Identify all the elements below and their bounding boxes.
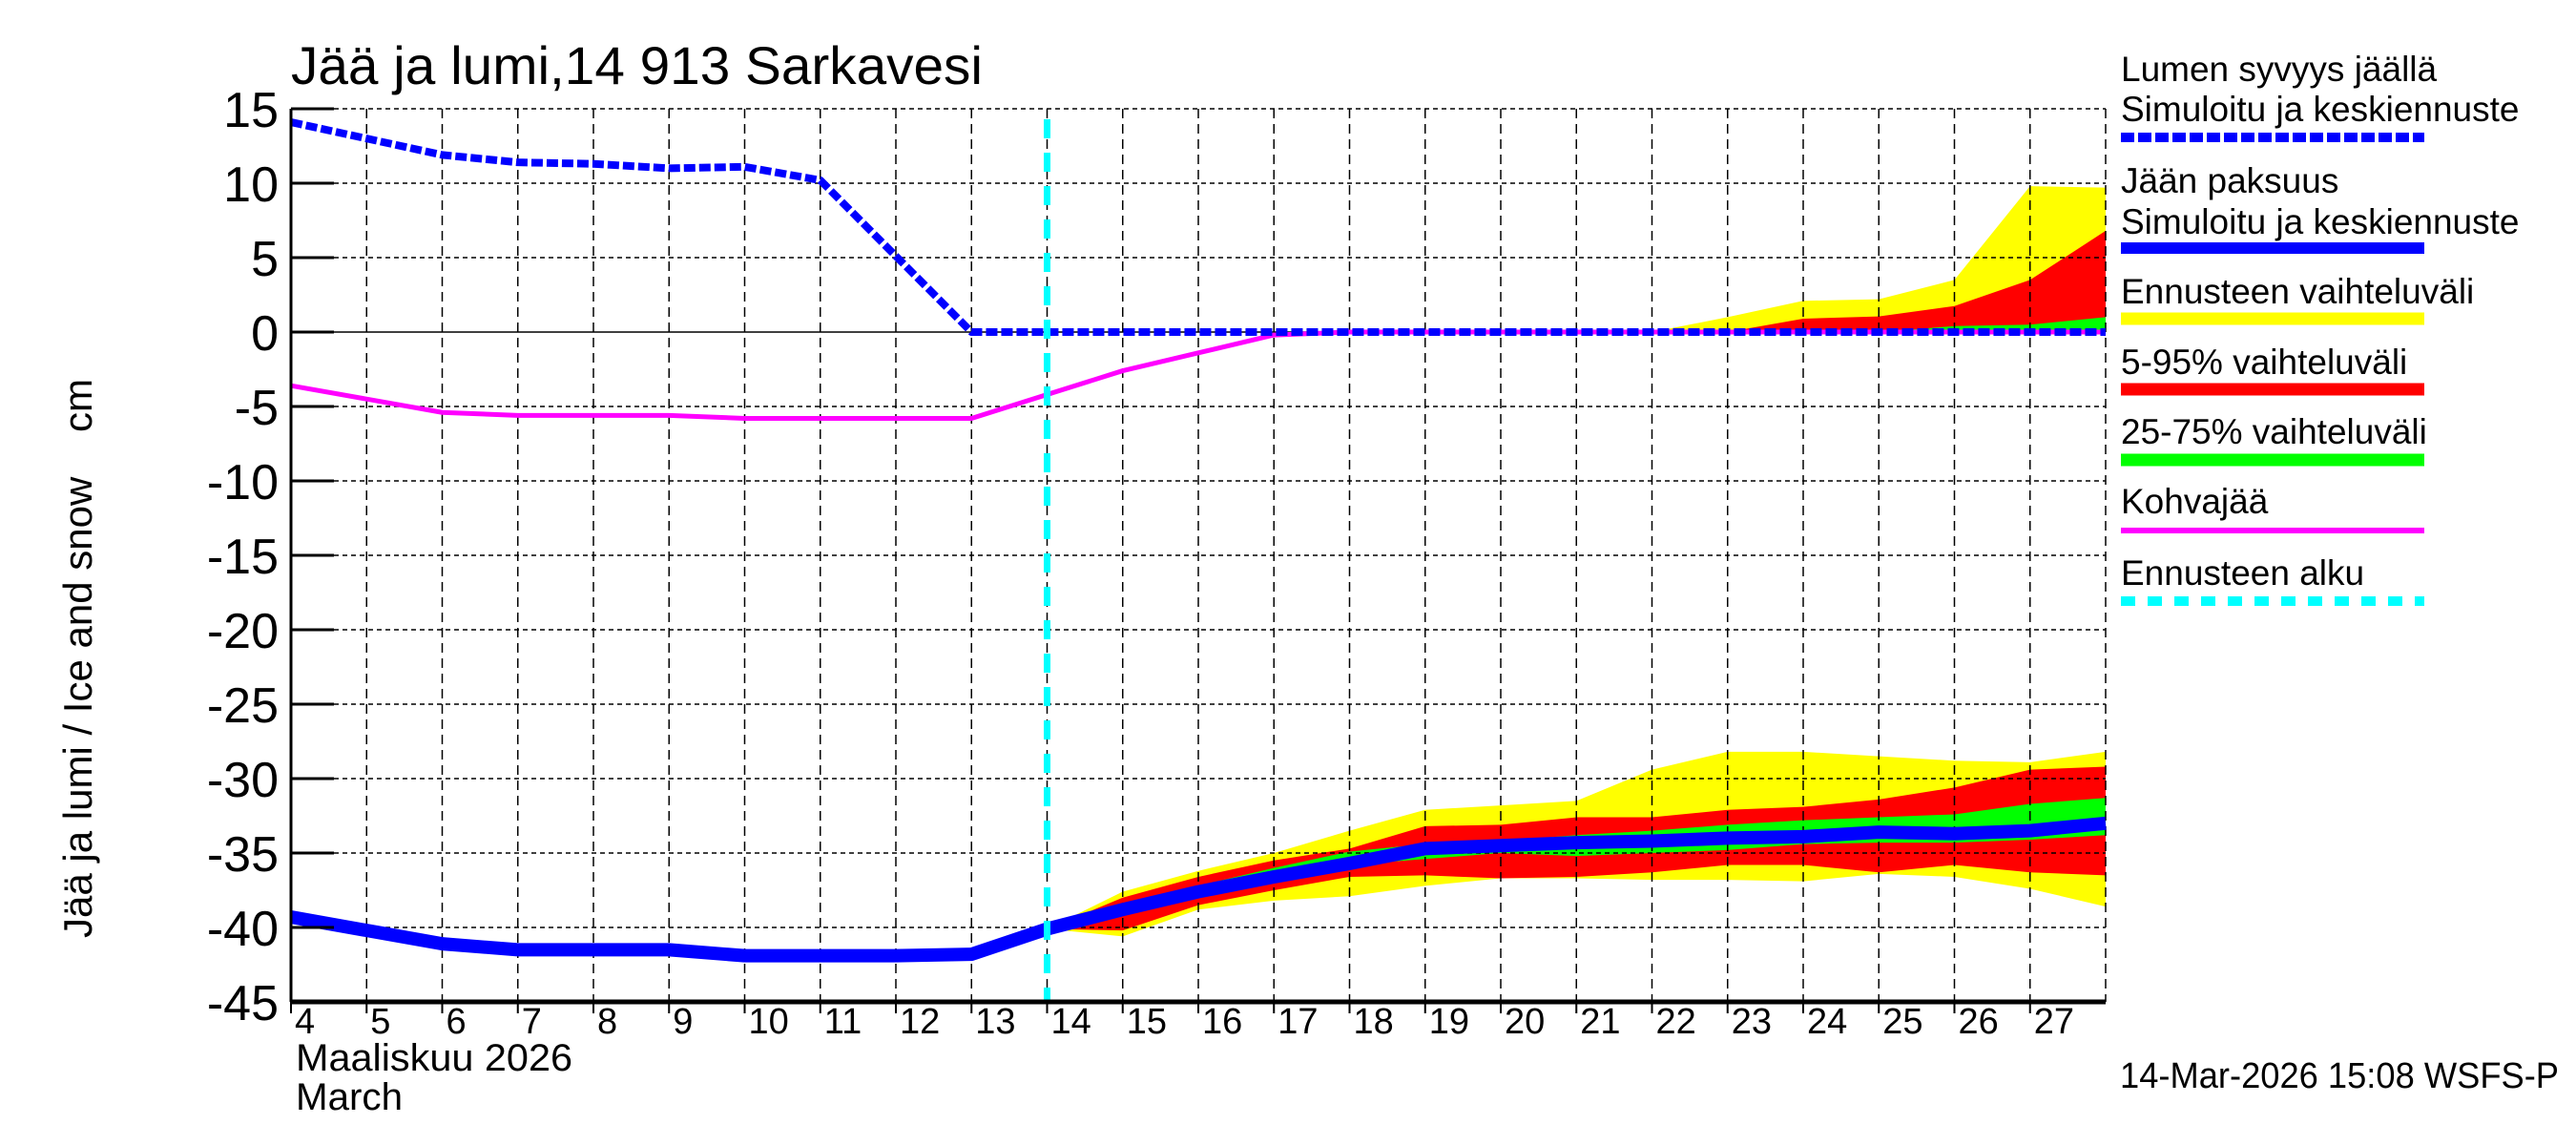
y-tick-labels: 15 10 5 0 -5 -10 -15 -20 -25 -30 -35 -40 -45 <box>207 83 279 1031</box>
x-tick-label: 14 <box>1051 1002 1091 1042</box>
timestamp-footer: 14-Mar-2026 15:08 WSFS-P <box>2120 1056 2559 1096</box>
y-tick-label: -20 <box>207 604 279 659</box>
x-axis-label-month: Maaliskuu 2026 <box>296 1037 572 1079</box>
x-tick-label: 27 <box>2034 1002 2074 1042</box>
snow-25-75-band <box>1652 317 2106 332</box>
x-tick-label: 24 <box>1807 1002 1847 1042</box>
lines-layer <box>289 118 2107 1002</box>
y-tick-label: -15 <box>207 530 279 585</box>
legend-label: Lumen syvyys jäällä <box>2121 50 2438 89</box>
y-tick-label: 0 <box>251 306 279 362</box>
x-tick-label: 10 <box>749 1002 789 1042</box>
x-tick-label: 25 <box>1882 1002 1922 1042</box>
x-tick-label: 21 <box>1580 1002 1620 1042</box>
x-tick-label: 8 <box>597 1002 617 1042</box>
ice-thickness-line <box>289 816 2107 963</box>
legend-label: Ennusteen vaihteluväli <box>2121 272 2474 311</box>
x-tick-label: 13 <box>975 1002 1015 1042</box>
x-tick-label: 26 <box>1959 1002 1999 1042</box>
x-tick-label: 19 <box>1429 1002 1469 1042</box>
y-axis-label: Jää ja lumi / Ice and snow cm <box>55 379 100 938</box>
snow-5-95-band <box>1652 230 2106 332</box>
x-tick-label: 12 <box>900 1002 940 1042</box>
x-axis-label-month-en: March <box>296 1076 403 1118</box>
x-tick-label: 15 <box>1127 1002 1167 1042</box>
legend-sublabel: Simuloitu ja keskiennuste <box>2121 90 2520 129</box>
x-tick-label: 4 <box>295 1002 315 1042</box>
legend-label: 25-75% vaihteluväli <box>2121 412 2427 451</box>
y-tick-label: 15 <box>223 83 279 138</box>
y-tick-label: -40 <box>207 902 279 957</box>
legend-sublabel: Simuloitu ja keskiennuste <box>2121 202 2520 241</box>
chart-title: Jää ja lumi,14 913 Sarkavesi <box>291 35 983 95</box>
x-tick-label: 9 <box>673 1002 693 1042</box>
x-tick-label: 18 <box>1354 1002 1394 1042</box>
x-tick-label: 20 <box>1505 1002 1545 1042</box>
x-tick-label: 16 <box>1202 1002 1242 1042</box>
y-tick-label: -5 <box>235 381 279 436</box>
x-tick-label: 7 <box>522 1002 542 1042</box>
grid-layer <box>291 108 2107 1002</box>
slush-ice-line <box>290 329 2106 421</box>
x-tick-label: 17 <box>1278 1002 1318 1042</box>
legend-label: 5-95% vaihteluväli <box>2121 343 2407 382</box>
snow-depth-line <box>290 118 2106 336</box>
x-tick-label: 6 <box>447 1002 467 1042</box>
x-tick-label: 22 <box>1656 1002 1696 1042</box>
legend-label: Jään paksuus <box>2121 161 2338 200</box>
x-tick-label: 5 <box>370 1002 390 1042</box>
y-tick-label: -25 <box>207 678 279 734</box>
y-tick-label: -30 <box>207 753 279 808</box>
x-tick-labels: 4 5 6 7 8 9 10 11 12 13 14 15 16 17 18 19 20 21 22 23 24 25 26… <box>295 1002 2074 1042</box>
y-tick-label: -45 <box>207 976 279 1031</box>
axes-layer <box>289 107 2106 1013</box>
legend-label: Kohvajää <box>2121 482 2269 521</box>
y-tick-label: -10 <box>207 455 279 510</box>
y-tick-label: 5 <box>251 232 279 287</box>
y-tick-label: -35 <box>207 827 279 883</box>
y-tick-label: 10 <box>223 157 279 213</box>
x-tick-label: 23 <box>1732 1002 1772 1042</box>
legend-label: Ennusteen alku <box>2121 553 2364 593</box>
x-tick-label: 11 <box>824 1002 862 1042</box>
